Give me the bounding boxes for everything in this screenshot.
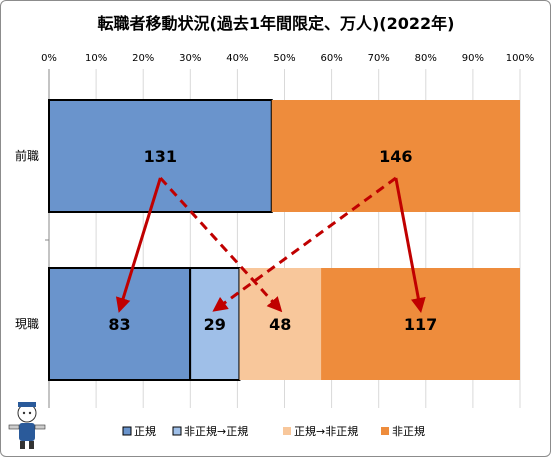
x-tick-label: 80% bbox=[415, 53, 437, 64]
flow-arrow bbox=[115, 177, 162, 313]
data-label: 146 bbox=[379, 147, 412, 166]
chart-title: 転職者移動状況(過去1年間限定、万人)(2022年) bbox=[98, 14, 455, 33]
flow-arrow bbox=[394, 177, 426, 313]
bar-segment bbox=[48, 99, 273, 213]
x-tick-label: 20% bbox=[132, 53, 154, 64]
bar-segment bbox=[239, 268, 322, 380]
bar-segment bbox=[271, 100, 520, 212]
flow-arrow bbox=[212, 176, 397, 312]
x-tick-label: 0% bbox=[41, 53, 57, 64]
legend-swatch bbox=[122, 426, 132, 436]
x-tick-label: 90% bbox=[462, 53, 484, 64]
x-tick-label: 50% bbox=[273, 53, 295, 64]
x-tick-label: 40% bbox=[226, 53, 248, 64]
bar-segment bbox=[48, 267, 192, 381]
legend-swatch bbox=[381, 427, 389, 435]
bars bbox=[48, 99, 520, 381]
legend-label: 非正規 bbox=[392, 424, 425, 438]
legend-label: 正規 bbox=[134, 424, 156, 438]
legend-label: 正規→非正規 bbox=[294, 424, 358, 438]
x-tick-label: 70% bbox=[368, 53, 390, 64]
legend-label: 非正規→正規 bbox=[184, 424, 248, 438]
legend-swatch bbox=[283, 427, 291, 435]
data-label: 48 bbox=[269, 315, 291, 334]
data-label: 83 bbox=[108, 315, 130, 334]
category-label: 前職 bbox=[15, 148, 39, 163]
mascot-illustration bbox=[8, 402, 46, 449]
x-tick-label: 10% bbox=[85, 53, 107, 64]
bar-segment bbox=[189, 267, 241, 381]
bar-segment bbox=[321, 268, 520, 380]
x-tick-label: 100% bbox=[506, 53, 535, 64]
legend: 正規 非正規→正規 正規→非正規 非正規 bbox=[122, 424, 425, 438]
legend-swatch bbox=[172, 426, 182, 436]
flow-arrows bbox=[115, 176, 426, 313]
x-tick-label: 60% bbox=[320, 53, 342, 64]
data-label: 131 bbox=[144, 147, 177, 166]
data-labels: 131 146 83 29 48 117 bbox=[108, 147, 437, 334]
x-tick-label: 30% bbox=[179, 53, 201, 64]
x-axis-ticks: 0% 10% 20% 30% 40% 50% 60% 70% 80% 90% 100% bbox=[41, 53, 534, 64]
category-label: 現職 bbox=[15, 317, 39, 331]
data-label: 117 bbox=[404, 315, 437, 334]
data-label: 29 bbox=[204, 315, 226, 334]
